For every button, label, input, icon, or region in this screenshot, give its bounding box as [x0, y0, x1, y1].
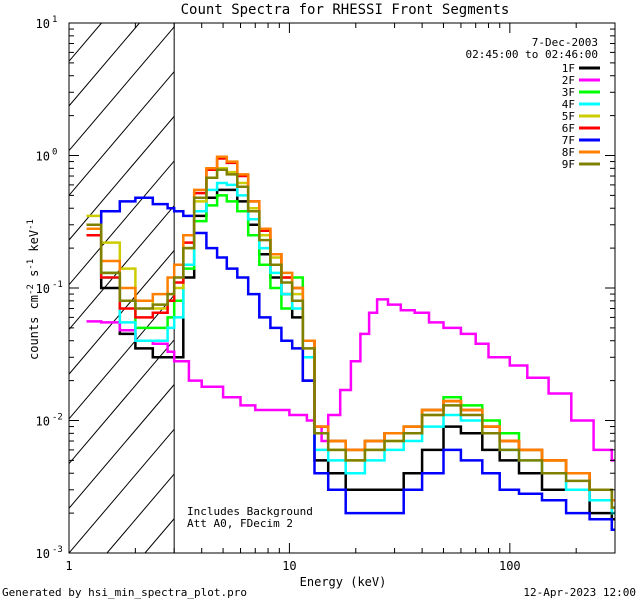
x-tick-label: 100 — [499, 559, 521, 573]
series-2F — [86, 298, 615, 462]
y-tick-exponent: -2 — [52, 413, 63, 423]
x-tick-labels: 1 10 100 — [65, 559, 520, 573]
y-tick-label: 10 — [36, 547, 50, 561]
hatch-line — [69, 249, 175, 375]
y-tick-label: 10 — [36, 415, 50, 429]
legend-label-6F: 6F — [562, 122, 575, 135]
footer-generated-by: Generated by hsi_min_spectra_plot.pro — [2, 586, 247, 599]
x-tick-label: 1 — [65, 559, 72, 573]
y-tick-exponent: 0 — [52, 148, 57, 158]
series-1F — [86, 188, 615, 521]
y-tick-label: 10 — [36, 17, 50, 31]
axis-ticks — [68, 22, 616, 554]
legend-label-5F: 5F — [562, 110, 575, 123]
series-9F — [86, 168, 615, 509]
series-layer — [86, 155, 615, 531]
series-7F — [86, 196, 615, 531]
y-tick-exponent: -1 — [52, 280, 63, 290]
hatch-line — [69, 428, 175, 553]
y-axis-label: counts cm-2 s-1 keV-1 — [26, 219, 41, 360]
y-tick-exponent: -3 — [52, 545, 63, 555]
hatch-line — [69, 70, 175, 197]
x-axis-label: Energy (keV) — [300, 575, 387, 589]
annotation-attenuator: Att A0, FDecim 2 — [187, 517, 293, 530]
hatch-line — [69, 26, 175, 152]
legend-label-4F: 4F — [562, 98, 575, 111]
series-4F — [86, 181, 615, 515]
legend-label-2F: 2F — [562, 74, 575, 87]
legend-label-8F: 8F — [562, 146, 575, 159]
y-tick-label: 10 — [36, 150, 50, 164]
legend-label-9F: 9F — [562, 158, 575, 171]
legend-label-3F: 3F — [562, 86, 575, 99]
x-tick-label: 10 — [282, 559, 296, 573]
date-label: 7-Dec-2003 — [532, 36, 598, 49]
footer-timestamp: 12-Apr-2023 12:00 — [523, 586, 636, 599]
hatch-line — [69, 383, 175, 510]
series-3F — [86, 194, 615, 515]
chart-title: Count Spectra for RHESSI Front Segments — [181, 2, 510, 18]
y-tick-exponent: 1 — [52, 15, 57, 25]
y-tick-label: 10 — [36, 282, 50, 296]
hatch-line — [69, 339, 175, 465]
annotation-background: Includes Background — [187, 505, 313, 518]
time-range-label: 02:45:00 to 02:46:00 — [466, 48, 598, 61]
legend-label-7F: 7F — [562, 134, 575, 147]
legend-label-1F: 1F — [562, 62, 575, 75]
hatch-line — [69, 23, 102, 63]
